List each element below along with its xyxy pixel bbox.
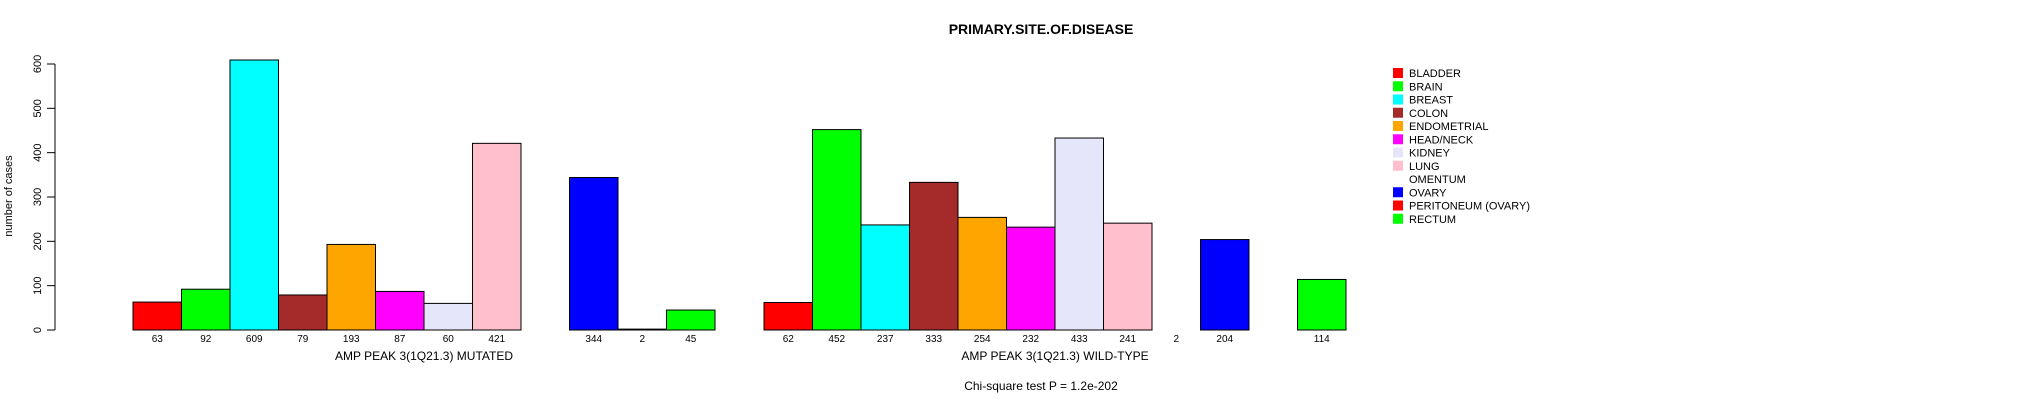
legend-item: OVARY [1393, 187, 1447, 199]
legend-label: RECTUM [1409, 214, 1456, 226]
bar [375, 290, 425, 331]
y-tick-label: 500 [32, 99, 44, 117]
bar [181, 288, 231, 331]
y-axis-label: number of cases [3, 155, 15, 237]
legend-item: RECTUM [1393, 213, 1456, 226]
legend-swatch [1393, 107, 1403, 118]
bar-count-label: 193 [343, 334, 360, 345]
bar-count-label: 344 [585, 334, 602, 345]
bar [812, 129, 862, 331]
chi-square-footnote: Chi-square test P = 1.2e-202 [964, 379, 1118, 393]
legend-label: OMENTUM [1409, 174, 1466, 186]
bar-count-label: 114 [1314, 334, 1330, 345]
bar-count-label: 92 [200, 334, 212, 345]
y-tick-label: 0 [32, 327, 44, 333]
bar-count-label: 237 [877, 334, 894, 345]
legend-label: BREAST [1409, 95, 1453, 107]
bar-count-label: 609 [246, 334, 263, 345]
bar-count-label: 2 [639, 334, 645, 345]
legend-label: OVARY [1409, 187, 1447, 199]
y-tick-label: 200 [32, 232, 44, 250]
y-axis: 0 100 200 300 400 500 600 [32, 55, 56, 333]
legend-swatch [1393, 81, 1403, 92]
legend-item: OMENTUM [1409, 174, 1466, 186]
bar [1103, 222, 1153, 331]
bar-count-label: 254 [974, 334, 991, 345]
legend-swatch [1393, 134, 1403, 145]
legend-swatch [1393, 160, 1403, 171]
bar [1200, 239, 1250, 331]
legend-swatch [1393, 121, 1403, 131]
legend-item: COLON [1393, 107, 1448, 120]
legend-item: LUNG [1393, 160, 1440, 173]
bar-count-label: 60 [443, 334, 455, 345]
bar-count-label: 241 [1119, 334, 1136, 345]
bar-count-label: 62 [783, 334, 795, 345]
bar [909, 181, 959, 331]
legend-label: LUNG [1409, 161, 1440, 173]
legend-label: COLON [1409, 108, 1448, 120]
legend-item: ENDOMETRIAL [1393, 121, 1488, 133]
bar [132, 301, 182, 331]
y-tick-label: 100 [32, 276, 44, 294]
bar-group: 62 452 237 333 254 232 433 241 2 204 114 AMP PEAK 3… [763, 129, 1347, 363]
bar-count-label: 452 [828, 334, 845, 345]
bar-count-label: 45 [685, 334, 697, 345]
bar-count-label: 433 [1071, 334, 1088, 345]
bar [1297, 278, 1347, 331]
bar [617, 328, 667, 331]
bar [1006, 226, 1056, 331]
bar [666, 309, 716, 331]
bar-count-label: 204 [1216, 334, 1233, 345]
bar-count-label: 333 [925, 334, 942, 345]
bar [472, 142, 522, 331]
bar [957, 216, 1007, 331]
legend-swatch [1393, 94, 1403, 105]
bar [569, 176, 619, 331]
legend-label: HEAD/NECK [1409, 134, 1474, 146]
legend-swatch [1393, 187, 1403, 198]
legend-item: HEAD/NECK [1393, 134, 1474, 146]
group-label: AMP PEAK 3(1Q21.3) MUTATED [335, 349, 513, 363]
bar-count-label: 421 [488, 334, 505, 345]
bar-group: 63 92 609 79 193 87 60 421 344 2 45 AMP PEAK 3(1Q21… [132, 59, 716, 363]
bar-count-label: 2 [1173, 334, 1179, 345]
bar-count-label: 87 [394, 334, 406, 345]
group-label: AMP PEAK 3(1Q21.3) WILD-TYPE [961, 349, 1148, 363]
bar [1054, 137, 1104, 331]
legend-item: KIDNEY [1393, 147, 1451, 160]
bar-groups: 63 92 609 79 193 87 60 421 344 2 45 AMP PEAK 3(1Q21… [132, 59, 1347, 363]
legend-swatch [1393, 147, 1403, 158]
bar [423, 302, 473, 331]
y-tick-label: 400 [32, 143, 44, 161]
bar-count-label: 79 [297, 334, 309, 345]
bar [278, 294, 328, 331]
legend-item: BREAST [1393, 94, 1453, 107]
legend-label: ENDOMETRIAL [1409, 121, 1488, 133]
legend-label: BRAIN [1409, 81, 1443, 93]
bar [860, 224, 910, 331]
bar-count-label: 63 [152, 334, 164, 345]
legend-item: BLADDER [1393, 68, 1461, 80]
legend-item: PERITONEUM (OVARY) [1393, 200, 1530, 213]
legend-swatch [1393, 213, 1403, 224]
legend-item: BRAIN [1393, 81, 1443, 93]
chart-title: PRIMARY.SITE.OF.DISEASE [949, 21, 1134, 37]
y-tick-label: 300 [32, 188, 44, 206]
legend-label: KIDNEY [1409, 148, 1451, 160]
legend-swatch [1393, 200, 1403, 211]
legend-label: BLADDER [1409, 68, 1461, 80]
bar-count-label: 232 [1022, 334, 1039, 345]
bar [229, 59, 279, 331]
legend-label: PERITONEUM (OVARY) [1409, 201, 1530, 213]
bar [763, 302, 813, 331]
y-tick-label: 600 [32, 55, 44, 73]
legend-swatch [1393, 68, 1403, 78]
bar [326, 243, 376, 331]
